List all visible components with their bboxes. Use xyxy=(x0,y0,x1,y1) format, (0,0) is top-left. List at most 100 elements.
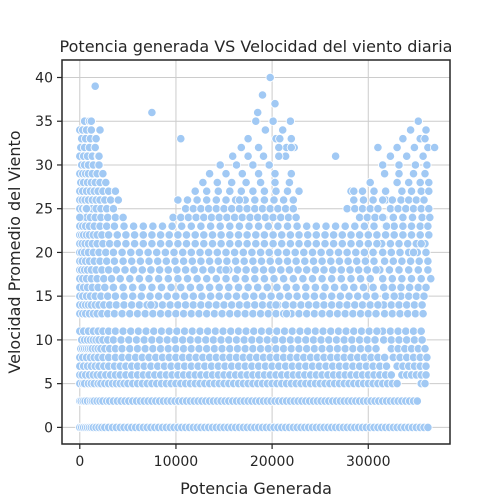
data-point xyxy=(263,344,273,354)
data-point xyxy=(350,204,360,214)
data-point xyxy=(207,239,218,249)
data-point xyxy=(101,247,111,257)
data-point xyxy=(225,221,235,231)
data-point xyxy=(303,230,313,240)
data-point xyxy=(247,247,257,257)
data-point xyxy=(340,344,350,354)
data-point xyxy=(362,212,372,222)
data-point xyxy=(221,265,231,275)
data-point xyxy=(232,344,243,354)
data-point xyxy=(94,151,104,161)
data-point xyxy=(157,221,168,231)
data-point xyxy=(193,335,203,345)
data-point xyxy=(386,247,396,257)
data-point xyxy=(210,326,220,336)
data-point xyxy=(410,309,420,319)
data-point xyxy=(206,221,216,231)
data-point xyxy=(147,335,157,345)
data-point xyxy=(378,247,388,257)
data-point xyxy=(419,195,429,205)
data-point xyxy=(110,186,121,196)
data-point xyxy=(318,291,328,301)
data-point xyxy=(137,282,147,292)
data-point xyxy=(387,309,397,319)
data-point xyxy=(294,186,304,196)
data-point xyxy=(195,282,205,292)
data-point xyxy=(108,204,119,214)
data-point xyxy=(328,239,339,249)
data-point xyxy=(171,291,181,301)
data-point xyxy=(370,291,380,301)
data-point xyxy=(421,247,431,257)
data-point xyxy=(188,300,198,310)
data-point xyxy=(310,265,320,275)
data-point xyxy=(365,204,375,214)
data-point xyxy=(278,125,288,135)
data-point xyxy=(225,239,235,249)
data-point xyxy=(263,309,273,319)
data-point xyxy=(402,300,412,310)
data-point xyxy=(409,335,419,345)
data-point xyxy=(278,195,289,205)
data-point xyxy=(378,274,388,284)
data-point xyxy=(394,265,404,275)
data-point xyxy=(189,265,199,275)
data-point xyxy=(109,309,120,319)
data-point xyxy=(173,239,183,249)
data-point xyxy=(209,309,219,319)
data-point xyxy=(394,300,404,310)
data-point xyxy=(353,265,364,275)
data-point xyxy=(156,344,166,354)
data-point xyxy=(168,212,178,222)
data-point xyxy=(253,107,263,118)
data-point xyxy=(216,239,226,249)
data-point xyxy=(242,239,252,249)
data-point xyxy=(348,309,358,319)
data-point xyxy=(401,326,411,336)
data-point xyxy=(408,247,419,257)
data-point xyxy=(138,230,148,240)
data-point xyxy=(325,309,335,319)
data-point xyxy=(177,221,187,231)
data-point xyxy=(380,230,391,240)
data-point xyxy=(213,256,223,266)
data-point xyxy=(280,300,291,310)
data-point xyxy=(118,256,128,266)
data-point xyxy=(202,186,212,196)
data-point xyxy=(296,300,306,310)
data-point xyxy=(75,212,85,222)
data-point xyxy=(281,282,292,292)
data-point xyxy=(268,239,278,249)
data-point xyxy=(248,256,258,266)
data-point xyxy=(173,195,183,205)
data-point xyxy=(172,265,182,275)
data-point xyxy=(408,326,419,336)
data-point xyxy=(148,344,158,354)
data-point xyxy=(121,230,131,240)
data-point xyxy=(194,309,204,319)
data-point xyxy=(406,230,417,240)
data-point xyxy=(180,291,190,301)
data-point xyxy=(219,204,229,214)
data-point xyxy=(248,186,258,196)
data-point xyxy=(363,239,373,249)
data-point xyxy=(298,274,308,284)
data-point xyxy=(134,247,144,257)
data-point xyxy=(118,212,128,222)
data-point xyxy=(249,326,259,336)
data-point xyxy=(130,230,140,240)
data-point xyxy=(326,326,336,336)
data-point xyxy=(286,169,296,179)
data-point xyxy=(395,309,405,319)
data-point xyxy=(378,195,388,205)
data-point xyxy=(213,186,223,196)
data-point xyxy=(275,134,285,144)
data-point xyxy=(311,221,321,231)
data-point xyxy=(173,230,183,240)
data-point xyxy=(226,326,236,336)
data-point xyxy=(108,335,119,345)
data-point xyxy=(219,300,229,310)
data-point xyxy=(233,239,244,249)
data-point xyxy=(421,370,431,380)
